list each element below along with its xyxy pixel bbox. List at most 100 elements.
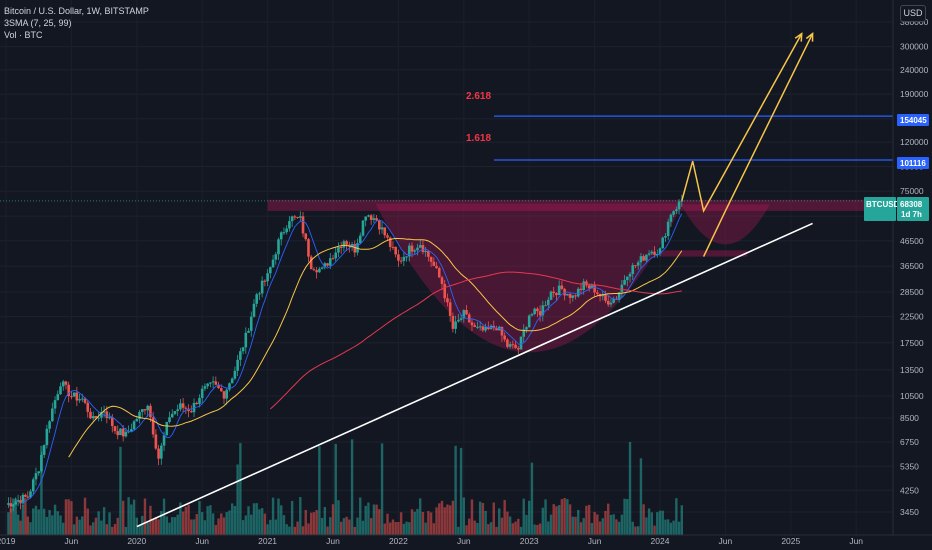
candle-body — [277, 239, 280, 255]
volume-bar — [181, 511, 185, 535]
volume-bar — [34, 505, 38, 535]
candle-body — [78, 399, 81, 401]
candle-body — [620, 284, 624, 293]
candle-body — [596, 292, 599, 294]
volume-bar — [329, 517, 332, 535]
volume-bar — [544, 499, 547, 535]
volume-bar — [26, 516, 29, 535]
price-tick-label: 17500 — [900, 338, 924, 348]
volume-bar — [29, 522, 32, 535]
candle-body — [11, 504, 15, 507]
candle-body — [266, 273, 269, 282]
candle-body — [83, 398, 87, 403]
price-tick-label: 46500 — [900, 236, 924, 246]
price-tick-label: 380000 — [900, 17, 929, 27]
candle-body — [495, 328, 498, 331]
time-tick-label: Jun — [195, 536, 209, 546]
volume-bar — [53, 504, 57, 535]
drawings — [136, 32, 893, 528]
volume-bar — [607, 503, 610, 535]
candle-body — [476, 326, 479, 328]
candle-body — [617, 292, 621, 300]
volume-label[interactable]: Vol · BTC — [4, 30, 43, 40]
candle-body — [661, 237, 665, 249]
volume-bar — [51, 515, 54, 535]
candle-body — [353, 244, 357, 253]
time-axis[interactable]: 2019 Jun 2020 Jun 2021 Jun 2022 Jun 2023 Jun 2024 J… — [0, 534, 932, 546]
volume-bar — [585, 505, 588, 535]
volume-bar — [312, 512, 316, 535]
volume-bar — [525, 514, 528, 535]
candle-body — [146, 405, 149, 411]
volume-bar — [307, 523, 310, 535]
volume-bar — [465, 525, 468, 535]
candle-body — [437, 268, 441, 278]
volume-bar — [195, 514, 198, 535]
volume-bar — [590, 522, 594, 535]
candle-body — [34, 473, 38, 480]
volume-bar — [587, 504, 591, 535]
volume-bar — [113, 524, 117, 535]
candle-body — [680, 200, 684, 202]
volume-bar — [92, 522, 95, 535]
candle-body — [320, 267, 324, 269]
volume-bar — [492, 502, 495, 535]
volume-bar — [337, 500, 340, 535]
candle-body — [162, 435, 166, 446]
candle-body — [650, 251, 654, 254]
currency-button[interactable]: USD — [900, 5, 926, 22]
candle-body — [367, 215, 370, 217]
volume-bar — [274, 519, 277, 535]
volume-bar — [680, 505, 683, 535]
candle-body — [211, 381, 215, 383]
candle-body — [503, 335, 506, 340]
resistance-zone — [267, 199, 894, 211]
volume-bar — [339, 521, 343, 535]
volume-bar — [628, 442, 632, 535]
candle-body — [124, 431, 128, 437]
volume-bar — [187, 504, 190, 535]
volume-bar — [528, 500, 531, 535]
volume-bar — [100, 520, 103, 535]
countdown-tag: 1d 7h — [901, 210, 922, 219]
volume-bar — [138, 525, 141, 535]
volume-bar — [225, 512, 228, 535]
candle-body — [511, 344, 515, 346]
volume-bar — [119, 446, 122, 535]
candle-body — [451, 315, 455, 329]
candle-body — [331, 258, 335, 260]
volume-bar — [160, 511, 163, 535]
candle-body — [132, 421, 136, 430]
volume-bar — [653, 525, 656, 535]
volume-bar — [288, 526, 291, 535]
candle-body — [293, 216, 297, 218]
candle-body — [157, 448, 160, 459]
volume-bar — [416, 508, 419, 535]
candle-body — [222, 391, 226, 399]
candle-body — [405, 256, 408, 258]
symbol-title[interactable]: Bitcoin / U.S. Dollar, 1W, BITSTAMP — [4, 6, 149, 16]
indicator-label[interactable]: 3SMA (7, 25, 99) — [4, 18, 72, 28]
candle-body — [522, 329, 526, 337]
volume-bar — [48, 509, 51, 535]
candle-body — [64, 381, 68, 385]
volume-bar — [19, 520, 22, 535]
time-tick-label: Jun — [719, 536, 733, 546]
volume-bar — [342, 518, 346, 535]
candle-body — [113, 426, 117, 432]
volume-bar — [560, 499, 564, 535]
candle-body — [576, 288, 580, 297]
volume-bars — [7, 439, 683, 535]
candle-body — [487, 326, 490, 329]
candle-body — [563, 288, 566, 296]
volume-bar — [574, 516, 577, 535]
volume-bar — [165, 516, 168, 535]
candle-body — [664, 235, 667, 238]
volume-bar — [67, 499, 70, 535]
volume-bar — [669, 522, 673, 535]
candle-body — [53, 400, 57, 409]
volume-bar — [454, 445, 457, 535]
candle-body — [67, 384, 70, 397]
volume-bar — [105, 524, 109, 535]
